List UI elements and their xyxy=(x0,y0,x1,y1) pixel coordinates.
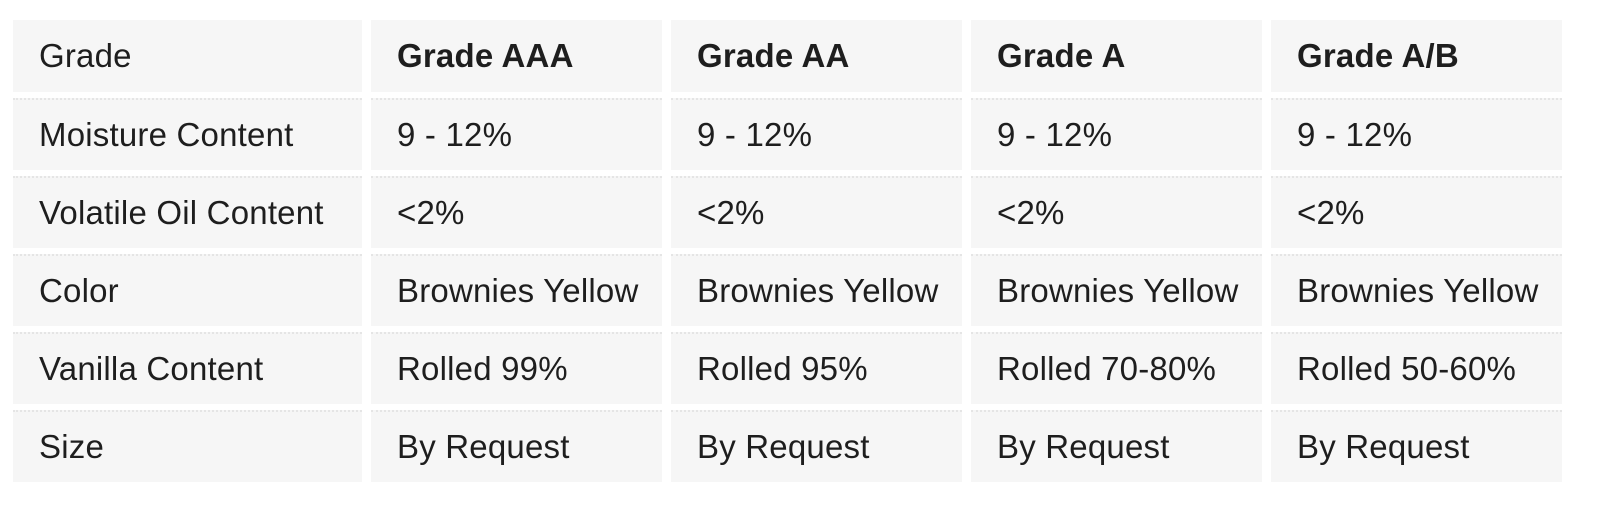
cell-size-grade-ab: By Request xyxy=(1271,410,1562,482)
cell-vanilla-grade-ab: Rolled 50-60% xyxy=(1271,332,1562,404)
cell-size-grade-aa: By Request xyxy=(671,410,962,482)
header-cell-grade-a: Grade A xyxy=(971,20,1262,92)
row-label-volatile-oil-content: Volatile Oil Content xyxy=(13,176,362,248)
cell-size-grade-a: By Request xyxy=(971,410,1262,482)
row-label-moisture-content: Moisture Content xyxy=(13,98,362,170)
row-label-color: Color xyxy=(13,254,362,326)
cell-color-grade-ab: Brownies Yellow xyxy=(1271,254,1562,326)
cell-vanilla-grade-aaa: Rolled 99% xyxy=(371,332,662,404)
cell-vanilla-grade-aa: Rolled 95% xyxy=(671,332,962,404)
cell-color-grade-aaa: Brownies Yellow xyxy=(371,254,662,326)
cell-moisture-grade-aaa: 9 - 12% xyxy=(371,98,662,170)
cell-volatile-grade-aaa: <2% xyxy=(371,176,662,248)
grade-spec-table: Grade Grade AAA Grade AA Grade A Grade A… xyxy=(13,20,1562,482)
header-cell-grade: Grade xyxy=(13,20,362,92)
cell-volatile-grade-a: <2% xyxy=(971,176,1262,248)
cell-volatile-grade-ab: <2% xyxy=(1271,176,1562,248)
cell-color-grade-a: Brownies Yellow xyxy=(971,254,1262,326)
cell-volatile-grade-aa: <2% xyxy=(671,176,962,248)
cell-moisture-grade-ab: 9 - 12% xyxy=(1271,98,1562,170)
cell-moisture-grade-a: 9 - 12% xyxy=(971,98,1262,170)
header-cell-grade-ab: Grade A/B xyxy=(1271,20,1562,92)
cell-size-grade-aaa: By Request xyxy=(371,410,662,482)
cell-moisture-grade-aa: 9 - 12% xyxy=(671,98,962,170)
row-label-vanilla-content: Vanilla Content xyxy=(13,332,362,404)
header-cell-grade-aaa: Grade AAA xyxy=(371,20,662,92)
cell-vanilla-grade-a: Rolled 70-80% xyxy=(971,332,1262,404)
row-label-size: Size xyxy=(13,410,362,482)
cell-color-grade-aa: Brownies Yellow xyxy=(671,254,962,326)
header-cell-grade-aa: Grade AA xyxy=(671,20,962,92)
